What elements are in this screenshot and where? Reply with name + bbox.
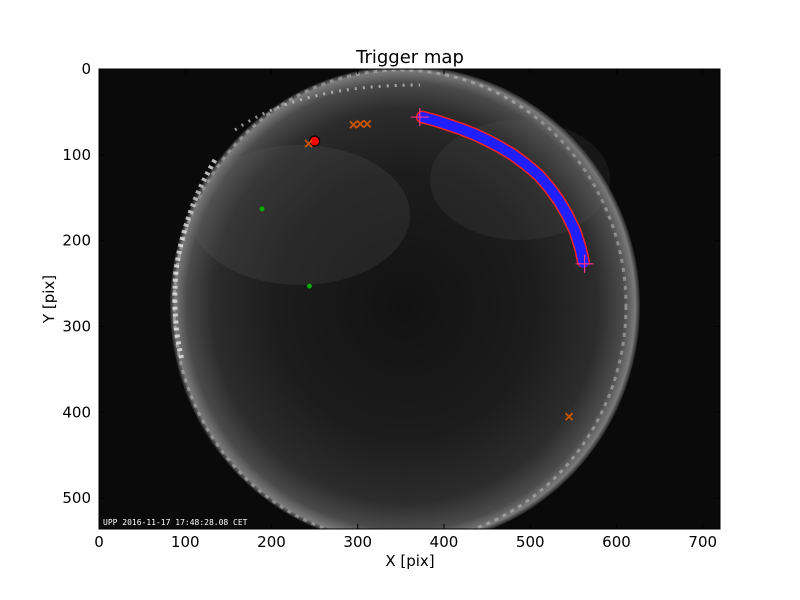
orange-x-marker [356,119,365,129]
x-tick-label: 100 [171,533,200,551]
track-point [496,143,505,152]
x-axis-label: X [pix] [385,552,434,570]
axes: 0 100 200 300 400 500 600 700 0 100 200 300 400 500 [62,60,720,551]
orange-x-marker [564,412,574,421]
green-dot-marker [259,206,265,212]
track-point [579,258,588,267]
x-tick-label: 700 [688,533,717,551]
track-point [576,243,585,252]
y-tick-label: 100 [62,146,91,164]
track-point [431,116,440,125]
x-tick-label: 300 [343,533,372,551]
cloud-glow [190,145,410,285]
track-point [571,227,580,236]
track-point [509,150,517,159]
x-tick-label: 0 [94,533,104,551]
track-point [470,130,479,139]
red-circle-marker [309,135,321,147]
x-tick-label: 600 [602,533,631,551]
track-point [444,120,453,129]
track-point [534,171,543,180]
track-point [563,210,572,219]
x-tick-label: 400 [430,533,459,551]
cloud-glow-2 [430,120,610,240]
sky-image [99,69,720,529]
y-tick-label: 300 [62,317,91,335]
orange-x-marker [304,139,313,148]
x-tick-label: 500 [516,533,545,551]
track-point [554,196,563,205]
green-dot-marker [306,283,312,289]
plus-marker [575,254,594,273]
orange-x-marker [363,119,372,129]
y-axis-label: Y [pix] [40,275,58,324]
horizon-glow-left [172,69,628,529]
y-tick-label: 400 [62,403,91,421]
plus-marker [410,108,429,127]
timestamp-label: UPP 2016-11-17 17:48:28.08 CET [103,518,248,527]
track-point [545,183,554,192]
track-point [521,160,530,169]
plot-frame [98,68,721,530]
chart-title: Trigger map [355,47,464,68]
track-point [483,136,492,145]
track-point [457,125,466,134]
y-tick-label: 500 [62,489,91,507]
data-layer [259,108,594,421]
meteor-track-line [417,112,589,268]
orange-x-marker [349,120,358,129]
y-tick-label: 0 [81,60,91,78]
x-tick-label: 200 [257,533,286,551]
y-tick-label: 200 [62,232,91,250]
sky-dome [170,69,640,529]
